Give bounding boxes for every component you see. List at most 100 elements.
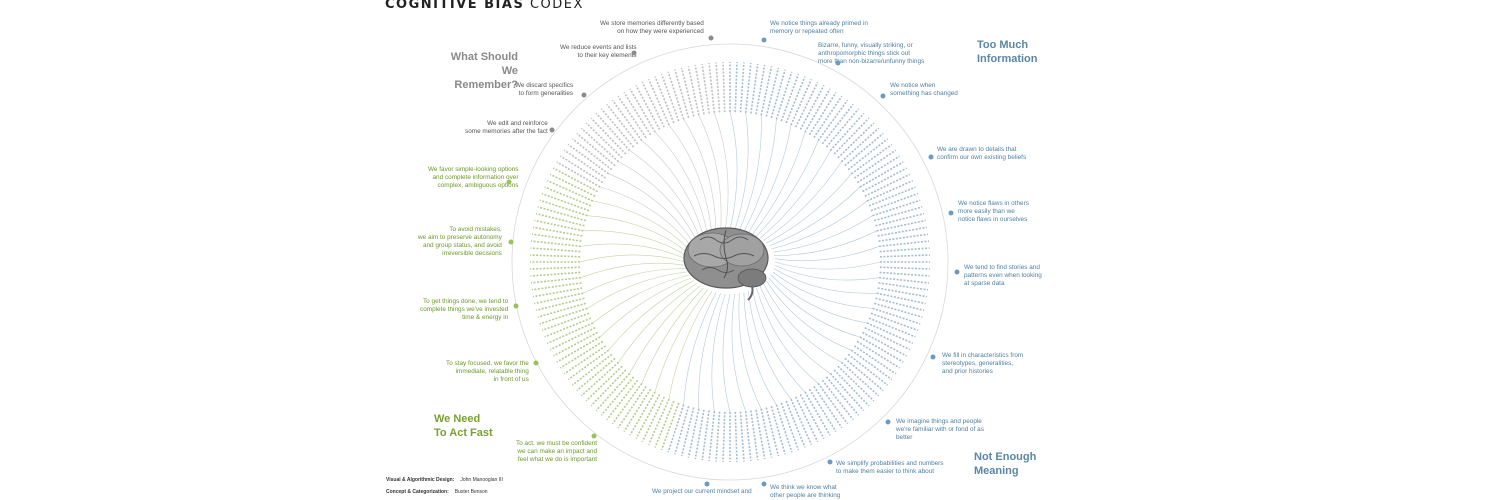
bias-label-tick	[629, 391, 656, 436]
bias-label-tick	[734, 411, 738, 462]
branch-line	[580, 262, 686, 278]
branch-line	[608, 280, 694, 351]
bias-label-tick	[775, 71, 793, 120]
subcategory-label: We favor simple-looking options and comp…	[428, 166, 519, 189]
bias-label-tick	[877, 287, 928, 298]
subcategory-label: We notice flaws in others more easily th…	[958, 200, 1029, 223]
bias-label-tick	[585, 365, 623, 402]
branch-line	[752, 132, 806, 235]
bias-label-tick	[813, 95, 843, 139]
bias-label-tick	[821, 379, 854, 421]
bias-label-tick	[879, 276, 929, 284]
bias-label-tick	[825, 376, 860, 416]
bias-label-tick	[795, 81, 819, 128]
bias-label-tick	[755, 64, 766, 115]
bias-label-tick	[866, 322, 914, 345]
bias-label-tick	[708, 411, 716, 461]
bias-label-tick	[833, 369, 870, 407]
credit-design-name: John Manoogian III	[460, 477, 503, 483]
bias-label-tick	[722, 411, 726, 462]
bias-label-tick	[878, 233, 929, 242]
bias-label-tick	[595, 372, 631, 412]
branch-line	[587, 215, 688, 253]
bias-label-tick	[829, 112, 865, 152]
bias-label-tick	[760, 408, 773, 458]
bias-label-tick	[817, 99, 849, 142]
bias-label-tick	[877, 226, 928, 237]
category-dot	[948, 210, 954, 216]
branch-line	[599, 277, 692, 338]
subcategory-label: To get things done, we tend to complete …	[420, 298, 509, 321]
bias-label-tick	[667, 71, 685, 120]
bias-label-tick	[775, 404, 793, 453]
branch-line	[668, 124, 712, 233]
bias-label-tick	[790, 398, 813, 446]
branch-line	[729, 111, 738, 231]
branch-line	[756, 287, 819, 384]
bias-label-tick	[878, 282, 929, 291]
bias-label-tick	[734, 62, 738, 113]
bias-label-tick	[580, 127, 620, 163]
category-dot	[835, 60, 841, 66]
bias-label-tick	[780, 73, 800, 122]
branch-line	[587, 271, 688, 309]
branch-line	[774, 265, 880, 281]
bias-label-tick	[549, 327, 596, 351]
category-dot	[506, 179, 512, 185]
bias-label-tick	[856, 155, 901, 184]
category-dot	[581, 92, 587, 98]
subcategory-label: We reduce events and lists to their key …	[560, 44, 637, 59]
credit-concept: Concept & Categorization: Buster Benson	[386, 489, 488, 495]
bias-label-tick	[530, 254, 581, 258]
bias-label-tick	[600, 108, 635, 148]
category-dot	[704, 481, 710, 487]
branch-line	[773, 268, 877, 294]
bias-label-tick	[859, 336, 904, 363]
bias-label-tick	[531, 282, 582, 291]
bias-label-tick	[635, 394, 661, 439]
bias-label-tick	[708, 63, 716, 113]
bias-label-tick	[611, 382, 643, 425]
category-dot	[761, 481, 767, 487]
branch-line	[771, 200, 868, 250]
bias-label-tick	[866, 179, 914, 202]
branch-line	[731, 293, 746, 412]
branch-line	[774, 261, 881, 270]
bias-label-tick	[750, 63, 759, 114]
bias-label-tick	[629, 88, 656, 133]
category-dot	[880, 93, 886, 99]
credit-design-label: Visual & Algorithmic Design:	[386, 477, 455, 483]
bias-label-tick	[837, 122, 875, 159]
subcategory-label: We notice when something has changed	[890, 82, 958, 97]
branch-line	[654, 289, 708, 392]
bias-label-tick	[530, 247, 581, 253]
bias-label-tick	[770, 69, 786, 119]
bias-label-tick	[853, 149, 897, 179]
category-dot	[928, 154, 934, 160]
bias-label-tick	[590, 117, 627, 155]
bias-label-tick	[701, 63, 710, 114]
quadrant-remember: What Should We Remember?	[450, 51, 518, 91]
bias-label-tick	[549, 173, 596, 197]
bias-label-tick	[868, 317, 916, 338]
quadrant-information: Too Much Information	[977, 39, 1038, 65]
bias-label-tick	[844, 132, 884, 167]
branch-line	[763, 283, 842, 363]
bias-label-tick	[556, 336, 601, 363]
branch-line	[698, 293, 721, 409]
category-dot	[761, 37, 767, 43]
bias-label-tick	[694, 409, 705, 460]
bias-label-tick	[544, 317, 592, 338]
title-light: CODEX	[529, 0, 584, 12]
bias-label-tick	[872, 199, 921, 217]
bias-label-tick	[546, 179, 594, 202]
branch-line	[770, 274, 868, 324]
bias-label-tick	[654, 76, 675, 124]
bias-label-tick	[546, 322, 594, 345]
branch-line	[743, 119, 777, 232]
bias-label-tick	[862, 331, 907, 357]
bias-label-tick	[813, 385, 843, 429]
bias-label-tick	[606, 379, 639, 421]
